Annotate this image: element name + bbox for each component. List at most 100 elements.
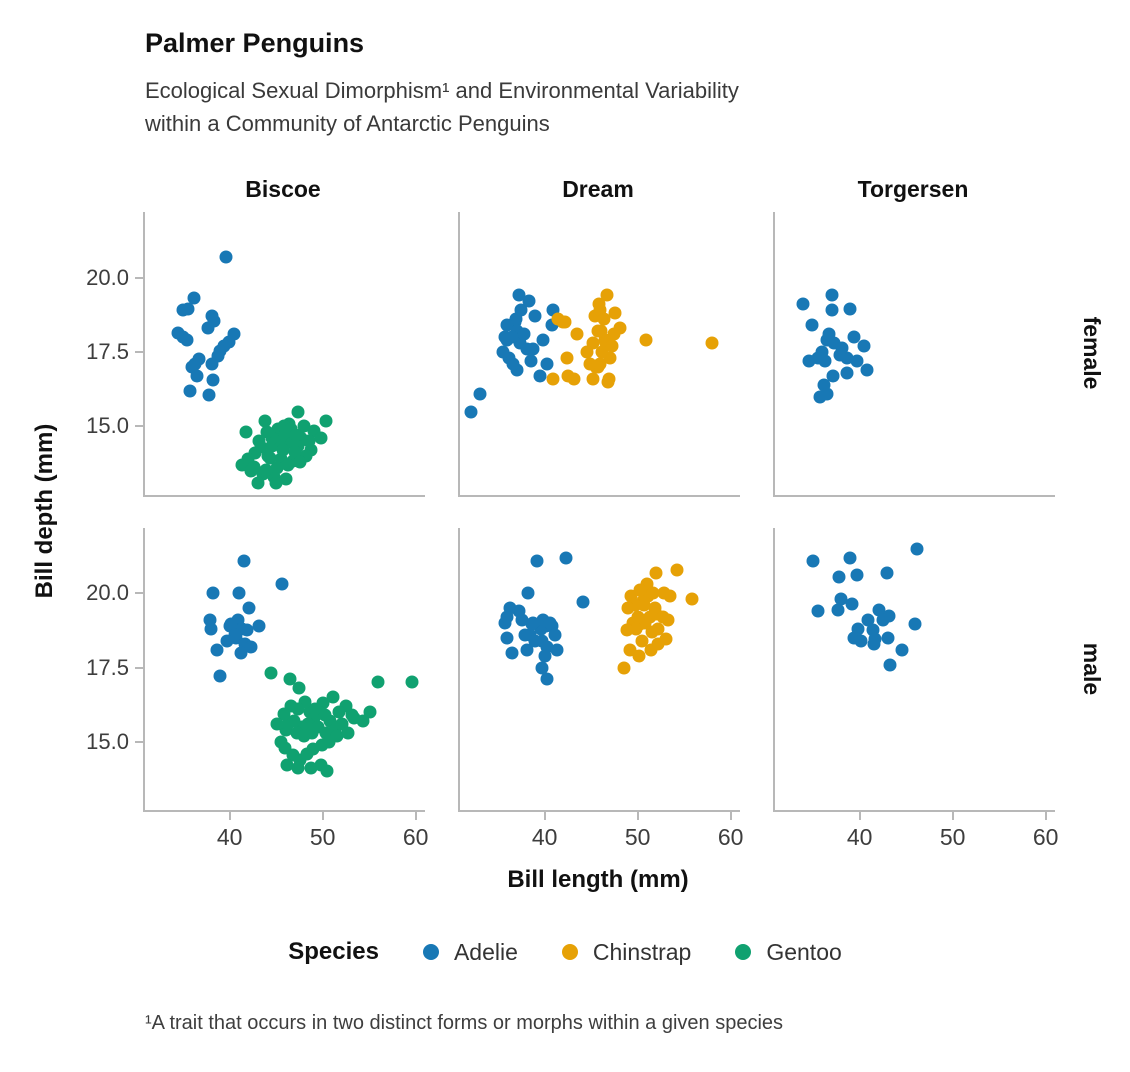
data-point-gentoo: [297, 419, 311, 433]
data-point-adelie: [204, 622, 218, 636]
data-point-adelie: [908, 617, 922, 631]
data-point-chinstrap: [631, 610, 645, 624]
data-point-adelie: [895, 643, 908, 657]
data-point-chinstrap: [621, 601, 635, 615]
facet-title-biscoe: Biscoe: [245, 176, 321, 202]
data-point-adelie: [832, 570, 846, 584]
chart-title: Palmer Penguins: [145, 28, 365, 58]
data-point-gentoo: [302, 434, 316, 448]
data-point-adelie: [883, 658, 897, 672]
data-point-chinstrap: [661, 613, 675, 627]
data-point-chinstrap: [586, 372, 600, 386]
x-tick-mark: [951, 812, 954, 820]
data-point-gentoo: [330, 729, 344, 743]
data-point-adelie: [514, 303, 528, 317]
data-point-gentoo: [269, 476, 283, 490]
data-point-adelie: [805, 318, 819, 332]
data-point-adelie: [530, 554, 544, 568]
data-point-adelie: [845, 597, 859, 611]
data-point-adelie: [831, 603, 845, 617]
data-point-chinstrap: [570, 327, 584, 341]
data-point-adelie: [850, 568, 864, 582]
data-point-adelie: [524, 354, 538, 368]
data-point-adelie: [548, 628, 562, 642]
legend-entry-adelie: Adelie: [422, 939, 518, 966]
data-point-adelie: [512, 288, 526, 302]
data-point-adelie: [533, 369, 547, 383]
data-point-gentoo: [332, 705, 346, 719]
data-point-adelie: [522, 294, 536, 308]
y-tick-mark: [135, 276, 143, 279]
data-point-chinstrap: [620, 623, 633, 637]
x-tick-label: 50: [624, 824, 651, 850]
data-point-gentoo: [291, 761, 305, 775]
x-axis-title: Bill length (mm): [507, 866, 689, 893]
data-point-adelie: [843, 551, 857, 565]
data-point-adelie: [857, 339, 871, 353]
data-point-chinstrap: [546, 372, 560, 386]
data-point-adelie: [187, 291, 201, 305]
data-point-adelie: [500, 631, 514, 645]
data-point-adelie: [206, 373, 220, 387]
data-point-adelie: [825, 303, 839, 317]
data-point-adelie: [525, 617, 539, 631]
x-tick-label: 60: [402, 824, 429, 850]
gentoo-dot-icon: [735, 944, 752, 960]
facet-title-dream: Dream: [562, 176, 634, 202]
x-tick-label: 60: [1032, 824, 1059, 850]
data-point-adelie: [234, 646, 248, 660]
data-point-adelie: [464, 405, 478, 419]
data-point-chinstrap: [649, 566, 663, 580]
panel-biscoe-female: 20.0 17.5 15.0: [86, 212, 425, 497]
data-point-adelie: [813, 390, 827, 404]
data-point-adelie: [202, 388, 216, 402]
data-point-adelie: [861, 613, 875, 627]
data-point-adelie: [811, 604, 825, 618]
data-point-gentoo: [270, 717, 284, 731]
y-axis-title: Bill depth (mm): [31, 423, 58, 599]
panel-biscoe-male: 20.0 17.5 15.0 40 50 60: [86, 528, 428, 850]
data-point-adelie: [244, 640, 258, 654]
data-point-adelie: [520, 643, 534, 657]
data-point-adelie: [190, 369, 204, 383]
data-point-gentoo: [251, 476, 265, 490]
data-point-chinstrap: [670, 563, 684, 577]
data-point-adelie: [496, 345, 510, 359]
data-point-chinstrap: [646, 586, 660, 600]
data-point-gentoo: [280, 758, 294, 772]
x-tick-label: 40: [846, 824, 873, 850]
data-point-chinstrap: [567, 372, 581, 386]
data-point-adelie: [517, 327, 531, 341]
data-point-chinstrap: [605, 339, 619, 353]
data-point-adelie: [822, 327, 836, 341]
data-point-adelie: [850, 354, 864, 368]
x-tick-mark: [321, 812, 324, 820]
y-tick-label: 15.0: [86, 413, 129, 439]
data-point-chinstrap: [613, 321, 627, 335]
data-point-adelie: [518, 628, 532, 642]
data-point-adelie: [205, 357, 219, 371]
data-point-gentoo: [264, 666, 278, 680]
y-tick-mark: [135, 351, 143, 353]
data-point-adelie: [201, 321, 215, 335]
data-point-adelie: [219, 250, 233, 264]
data-point-adelie: [876, 613, 890, 627]
data-point-adelie: [840, 366, 854, 380]
facet-title-torgersen: Torgersen: [857, 176, 969, 202]
footnote: ¹A trait that occurs in two distinct for…: [145, 1012, 784, 1034]
x-tick-mark: [543, 812, 546, 820]
data-point-chinstrap: [633, 583, 647, 597]
data-point-adelie: [910, 542, 924, 556]
data-point-gentoo: [258, 414, 272, 428]
panel-dream-male: 40 50 60: [458, 528, 743, 850]
x-tick-label: 40: [531, 824, 558, 850]
data-point-chinstrap: [645, 625, 659, 639]
data-point-adelie: [540, 357, 553, 371]
legend-entry-gentoo: Gentoo: [735, 939, 842, 966]
data-point-adelie: [505, 646, 519, 660]
data-point-adelie: [835, 341, 849, 355]
y-tick-mark: [135, 666, 143, 669]
y-tick-label: 20.0: [86, 580, 129, 606]
data-point-adelie: [550, 643, 564, 657]
